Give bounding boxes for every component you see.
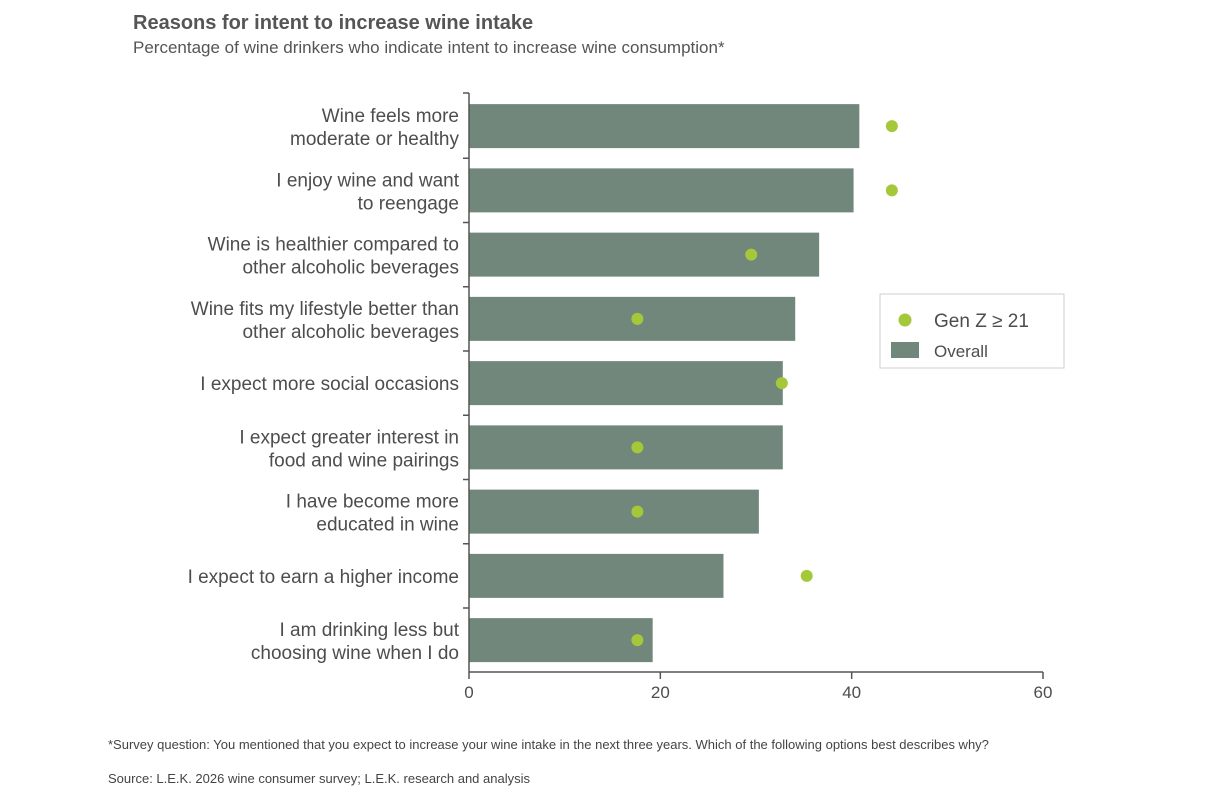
bar-overall xyxy=(469,425,783,470)
dot-genz xyxy=(631,634,644,647)
source-note: Source: L.E.K. 2026 wine consumer survey… xyxy=(108,771,530,786)
bar-overall xyxy=(469,553,724,598)
category-label: I am drinking less but choosing wine when… xyxy=(251,620,460,664)
dot-genz xyxy=(775,377,788,390)
chart-title: Reasons for intent to increase wine inta… xyxy=(133,12,534,34)
bar-overall xyxy=(469,168,854,213)
dot-genz xyxy=(800,569,813,582)
x-tick-label: 20 xyxy=(651,683,670,702)
category-label: I expect more social occasions xyxy=(200,374,459,395)
legend-swatch-overall xyxy=(891,342,919,358)
chart-area: Wine feels more moderate or healthy I enjo… xyxy=(188,92,1065,702)
x-tick-label: 0 xyxy=(464,683,473,702)
bar-overall xyxy=(469,361,783,406)
dot-genz xyxy=(885,120,898,133)
legend-label-genz: Gen Z ≥ 21 xyxy=(934,311,1029,332)
dot-genz xyxy=(745,248,758,261)
x-tick-label: 40 xyxy=(842,683,861,702)
legend-dot-genz xyxy=(898,313,912,327)
category-label: I expect to earn a higher income xyxy=(188,567,459,588)
bar-overall xyxy=(469,104,860,149)
category-label: I expect greater interest in food and win… xyxy=(239,427,459,471)
bar-overall xyxy=(469,489,759,534)
bar-overall xyxy=(469,232,820,277)
category-label: I enjoy wine and want to reengage xyxy=(276,170,459,214)
dot-genz xyxy=(631,505,644,518)
category-label: Wine fits my lifestyle better than other … xyxy=(191,299,459,343)
category-label: Wine feels more moderate or healthy xyxy=(290,106,459,150)
category-label: Wine is healthier compared to other alcoh… xyxy=(208,235,459,279)
footnote: *Survey question: You mentioned that you… xyxy=(108,737,989,752)
legend-label-overall: Overall xyxy=(934,342,988,361)
chart-subtitle: Percentage of wine drinkers who indicate… xyxy=(133,38,725,57)
dot-genz xyxy=(885,184,898,197)
category-label: I have become more educated in wine xyxy=(286,492,459,536)
bar-overall xyxy=(469,618,653,663)
dot-genz xyxy=(631,441,644,454)
x-tick-label: 60 xyxy=(1034,683,1053,702)
legend-box xyxy=(879,293,1065,369)
dot-genz xyxy=(631,312,644,325)
